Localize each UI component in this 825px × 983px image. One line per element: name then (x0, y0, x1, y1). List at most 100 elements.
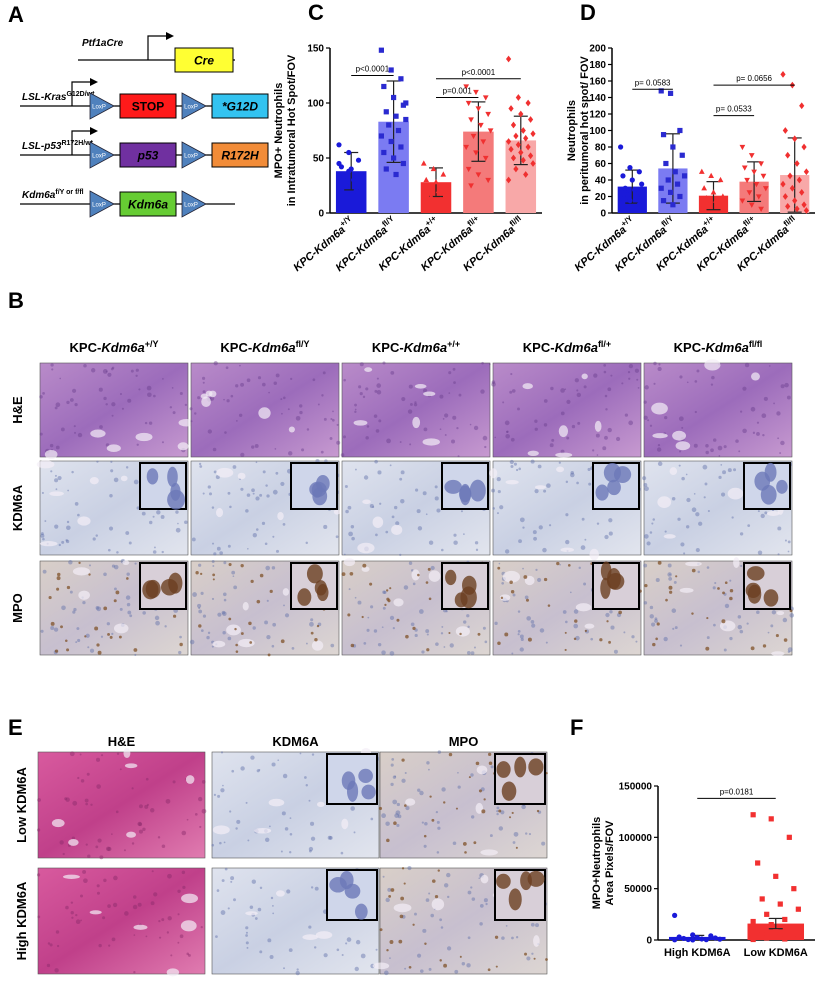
data-point (741, 165, 748, 171)
tissue-texture (517, 633, 520, 636)
data-point (360, 179, 367, 185)
tissue-texture (113, 564, 119, 570)
column-header: KPC-Kdm6afl/fl (674, 339, 763, 355)
tissue-texture (570, 470, 574, 475)
tissue-texture (492, 507, 496, 510)
tissue-texture (678, 464, 681, 467)
tissue-texture (275, 471, 279, 475)
tissue-texture (261, 521, 266, 525)
tissue-texture (153, 394, 156, 398)
tissue-texture (400, 498, 405, 504)
tissue-texture (644, 385, 649, 390)
tissue-texture (61, 605, 66, 611)
data-point (383, 166, 389, 172)
tissue-texture (130, 369, 134, 373)
tissue-texture (643, 601, 648, 605)
mpo-stain (606, 620, 609, 623)
tissue-texture (768, 365, 771, 367)
inset-cell (527, 870, 545, 887)
tissue-texture (323, 524, 328, 530)
tissue-texture (211, 560, 215, 564)
data-point (744, 177, 750, 184)
tissue-texture (272, 912, 275, 915)
data-point (525, 143, 531, 151)
tissue-texture (576, 481, 579, 485)
tissue-texture (60, 427, 65, 432)
tissue-texture (135, 374, 138, 377)
mpo-stain (113, 599, 117, 603)
tissue-texture (498, 826, 504, 831)
tissue-texture (560, 388, 565, 393)
tissue-texture (782, 617, 788, 623)
tissue-texture (390, 782, 394, 787)
tissue-texture (604, 394, 608, 398)
data-point (777, 901, 783, 907)
text-part: Kdm6a (101, 340, 144, 355)
mpo-stain (724, 581, 728, 585)
mpo-stain (523, 575, 528, 579)
tissue-texture (588, 482, 592, 486)
tissue-texture (705, 450, 709, 455)
data-point (780, 71, 786, 78)
inset-cell (306, 564, 323, 584)
mpo-stain (412, 923, 415, 926)
tissue-lumen (357, 542, 375, 554)
tissue-texture (96, 460, 99, 463)
tissue-lumen (120, 475, 128, 482)
text-part: Kdm6a (705, 340, 748, 355)
mpo-stain (564, 631, 567, 634)
tissue-texture (512, 593, 516, 597)
text-part: +/Y (145, 339, 159, 349)
tissue-texture (72, 610, 76, 614)
tissue-texture (227, 907, 230, 910)
tissue-texture (105, 370, 108, 373)
mpo-stain (228, 562, 232, 567)
text-part: LSL-Kras (22, 92, 67, 103)
data-point (505, 138, 512, 145)
tissue-texture (576, 392, 581, 398)
mpo-stain (652, 642, 656, 647)
tissue-lumen (411, 569, 420, 581)
inset-cell (508, 888, 522, 911)
tissue-texture (530, 459, 535, 464)
tissue-texture (306, 428, 310, 431)
inset-cell (469, 479, 486, 502)
tissue-lumen (534, 485, 547, 490)
tissue-texture (96, 884, 100, 888)
tissue-texture (444, 413, 449, 418)
data-point (750, 812, 756, 818)
tissue-texture (186, 818, 189, 821)
tissue-texture (642, 476, 647, 481)
data-point (470, 133, 477, 140)
mpo-stain (455, 807, 458, 810)
tissue-texture (451, 439, 456, 444)
tissue-texture (336, 440, 341, 445)
tissue-texture (577, 421, 581, 425)
tissue-texture (494, 436, 497, 439)
tissue-texture (559, 563, 561, 566)
tissue-texture (83, 364, 87, 368)
data-point (667, 189, 674, 195)
mpo-stain (783, 638, 788, 642)
p-value: p= 0.0533 (716, 105, 752, 114)
tissue-texture (560, 411, 565, 416)
tissue-texture (137, 821, 142, 827)
data-point (703, 195, 710, 201)
y-tick-label: 180 (589, 60, 606, 71)
loxp-label: LoxP (92, 203, 106, 209)
tissue-texture (119, 768, 122, 771)
tissue-texture (66, 525, 71, 531)
tissue-texture (656, 447, 662, 452)
mpo-stain (468, 776, 471, 779)
loxp-label: LoxP (92, 154, 106, 160)
mpo-stain (510, 590, 515, 594)
tissue-texture (373, 629, 378, 633)
data-point (341, 174, 347, 180)
tissue-texture (530, 922, 535, 927)
tissue-texture (362, 395, 366, 399)
tissue-texture (678, 416, 684, 422)
data-point (676, 934, 682, 940)
mpo-stain (198, 624, 202, 628)
tissue-texture (430, 565, 435, 571)
tissue-texture (497, 490, 501, 494)
